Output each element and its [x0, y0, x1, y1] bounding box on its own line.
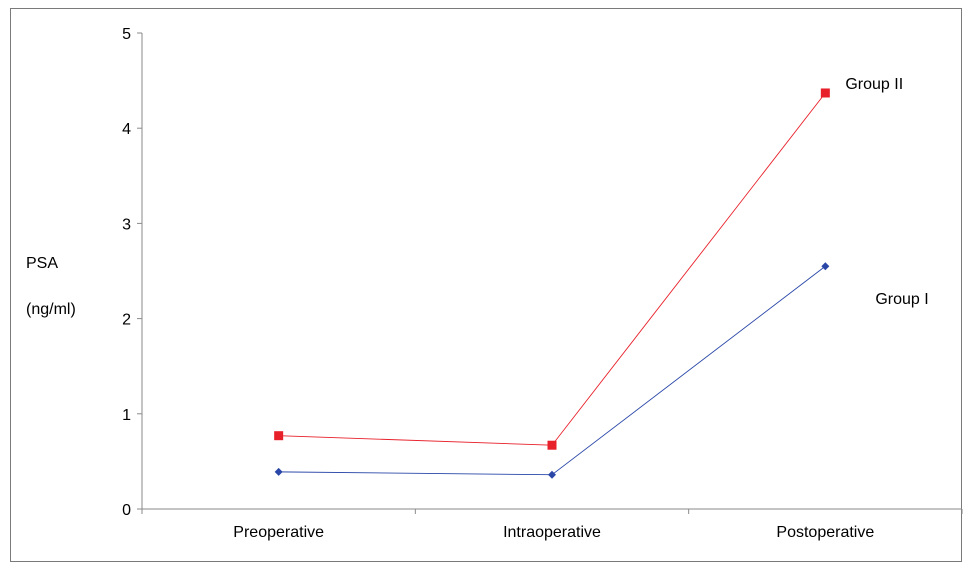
data-point-group-i	[274, 467, 283, 476]
y-tick-label: 1	[122, 407, 131, 424]
series-layer	[274, 88, 830, 479]
data-point-group-i	[548, 470, 556, 479]
y-tick-label: 4	[122, 121, 131, 138]
y-tick-label: 0	[122, 502, 131, 519]
x-tick-label: Postoperative	[776, 524, 874, 541]
data-point-group-ii	[820, 88, 830, 98]
data-point-group-ii	[547, 440, 557, 450]
y-tick-label: 2	[122, 312, 131, 329]
chart-frame	[10, 8, 962, 562]
y-ticks: 0 1 2 3 4 5	[122, 26, 142, 519]
series-label: Group I	[875, 291, 928, 308]
series-line-group-ii	[278, 92, 826, 446]
x-tick-label: Preoperative	[233, 524, 324, 541]
x-tick-labels: Preoperative Intraoperative Postoperative	[233, 524, 874, 541]
data-point-group-i	[821, 262, 830, 271]
y-axis-label-line1: PSA	[26, 255, 58, 272]
series-label: Group II	[845, 76, 903, 93]
y-tick-label: 3	[122, 216, 131, 233]
axes	[141, 33, 963, 514]
series-labels: Group I Group II	[845, 76, 928, 308]
y-tick-label: 5	[122, 26, 131, 43]
data-point-group-ii	[274, 431, 284, 441]
y-axis-label-line2: (ng/ml)	[26, 301, 76, 318]
x-tick-label: Intraoperative	[503, 524, 601, 541]
